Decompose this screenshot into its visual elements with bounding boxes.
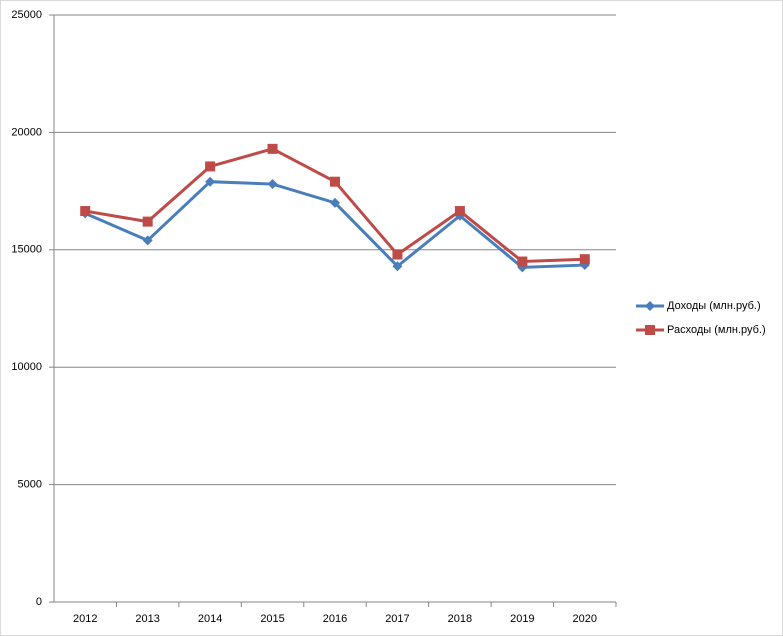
point — [80, 206, 91, 217]
y-tick-label: 5000 — [18, 479, 42, 491]
point — [205, 161, 216, 172]
legend-marker — [645, 301, 655, 311]
point — [392, 261, 403, 272]
point — [142, 235, 153, 246]
x-tick-label: 2015 — [260, 613, 284, 625]
point — [454, 206, 465, 217]
point — [392, 249, 403, 260]
legend-marker — [645, 325, 655, 335]
x-tick-label: 2017 — [385, 613, 409, 625]
point — [142, 216, 153, 227]
y-tick-label: 10000 — [11, 361, 42, 373]
x-tick-label: 2016 — [323, 613, 347, 625]
point — [267, 143, 278, 154]
y-tick-label: 15000 — [11, 244, 42, 256]
x-tick-label: 2013 — [135, 613, 159, 625]
legend-label: Расходы (млн.руб.) — [667, 324, 766, 336]
x-tick-label: 2014 — [198, 613, 222, 625]
x-tick-label: 2018 — [448, 613, 472, 625]
point — [330, 176, 340, 187]
y-tick-label: 20000 — [11, 126, 42, 138]
x-tick-label: 2019 — [510, 613, 534, 625]
y-tick-label: 25000 — [11, 9, 42, 21]
legend-label: Доходы (млн.руб.) — [667, 300, 761, 312]
x-tick-label: 2012 — [73, 613, 97, 625]
y-tick-label: 0 — [36, 596, 42, 608]
point — [205, 176, 216, 187]
point — [330, 197, 340, 208]
x-tick-label: 2020 — [573, 613, 597, 625]
point — [579, 254, 590, 265]
point — [517, 256, 528, 267]
point — [267, 179, 278, 190]
